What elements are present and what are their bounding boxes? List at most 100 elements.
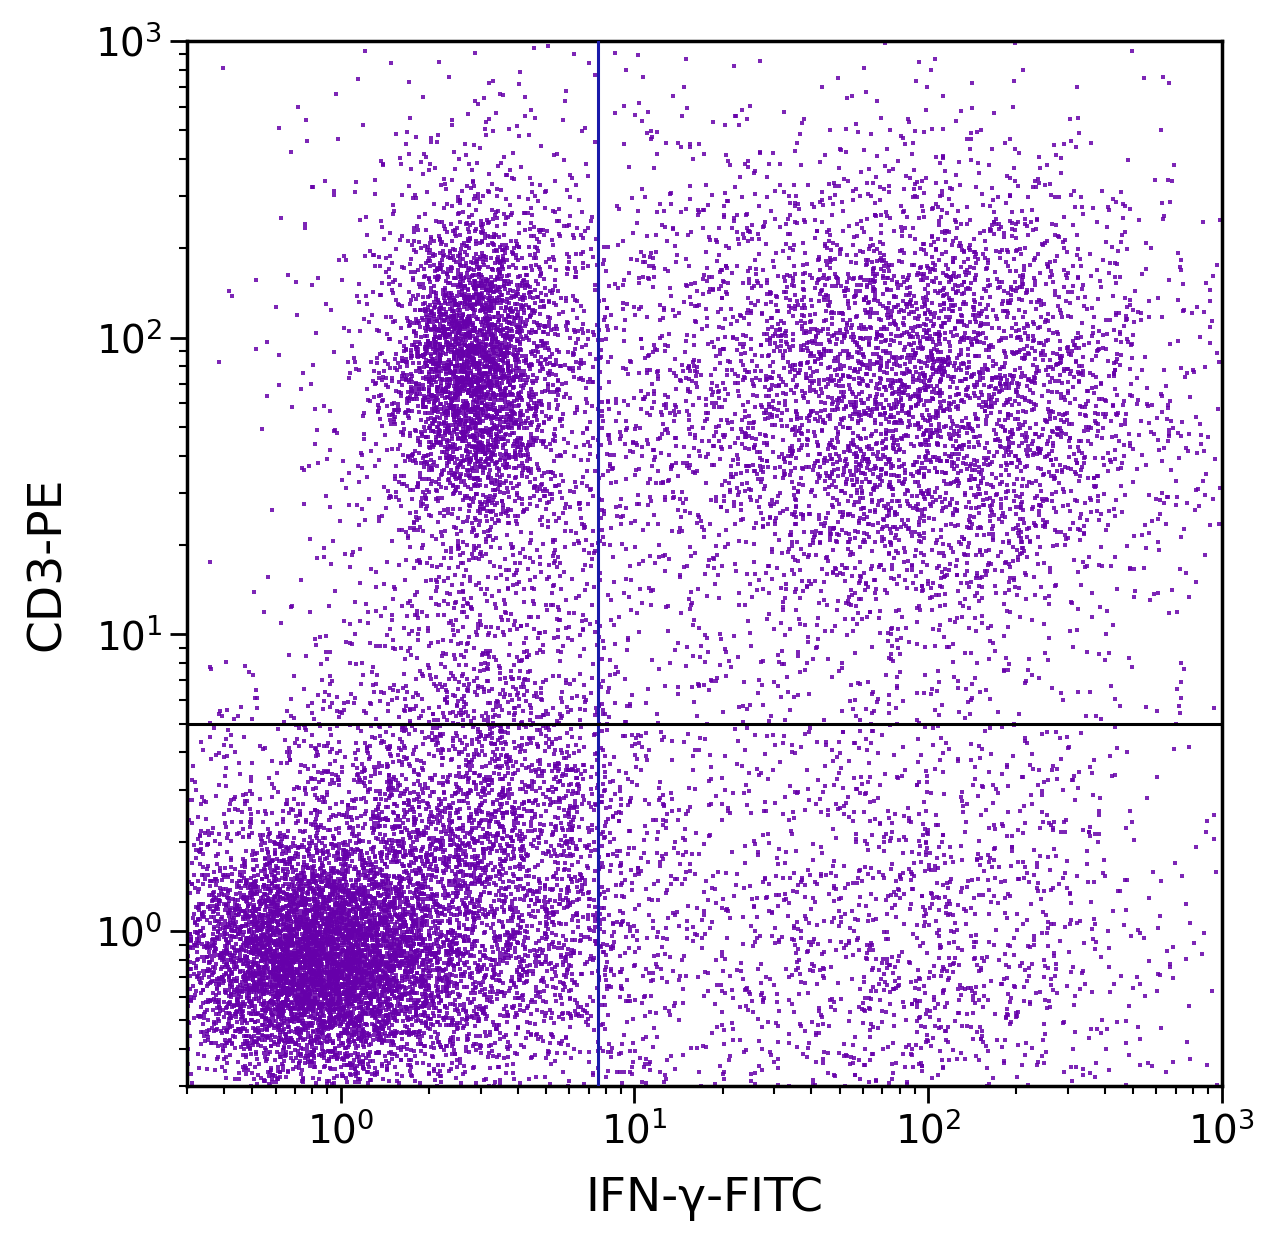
Point [338, 962, 358, 982]
Point [507, 683, 527, 703]
Point [413, 866, 434, 886]
Point [444, 625, 465, 645]
Point [425, 411, 445, 431]
Point [381, 984, 402, 1004]
Point [367, 925, 388, 944]
Point [992, 417, 1012, 437]
Point [428, 886, 448, 906]
Point [833, 222, 854, 242]
Point [966, 409, 987, 429]
Point [298, 1027, 319, 1047]
Point [897, 108, 918, 128]
Point [842, 811, 863, 831]
Point [923, 349, 943, 369]
Point [228, 925, 248, 944]
Point [1185, 407, 1206, 427]
Point [324, 827, 344, 847]
Point [705, 574, 726, 594]
Point [465, 983, 485, 1003]
Point [479, 182, 499, 202]
Point [847, 426, 868, 446]
Point [1108, 303, 1129, 323]
Point [1024, 349, 1044, 369]
Point [292, 821, 312, 841]
Point [1117, 333, 1138, 353]
Point [863, 958, 883, 978]
Point [344, 942, 365, 962]
Point [484, 966, 504, 986]
Point [906, 172, 927, 192]
Point [438, 452, 458, 472]
Point [189, 878, 210, 898]
Point [854, 348, 874, 368]
Point [822, 394, 842, 414]
Point [934, 567, 955, 587]
Point [228, 993, 248, 1013]
Point [698, 963, 718, 983]
Point [189, 972, 210, 992]
Point [351, 963, 371, 983]
Point [325, 1038, 346, 1058]
Point [348, 1044, 369, 1064]
Point [411, 454, 431, 473]
Point [600, 434, 621, 454]
Point [447, 373, 467, 392]
Point [269, 903, 289, 923]
Point [241, 942, 261, 962]
Point [741, 1064, 762, 1084]
Point [374, 891, 394, 911]
Point [655, 545, 676, 564]
Point [972, 1029, 992, 1049]
Point [474, 844, 494, 863]
Point [457, 308, 477, 328]
Point [453, 930, 474, 949]
Point [302, 944, 323, 964]
Point [730, 334, 750, 354]
Point [463, 336, 484, 356]
Point [431, 374, 452, 394]
Point [773, 373, 794, 392]
Point [320, 888, 340, 908]
Point [319, 865, 339, 885]
Point [916, 257, 937, 277]
Point [599, 429, 620, 449]
Point [344, 974, 365, 994]
Point [238, 952, 259, 972]
Point [1004, 571, 1024, 591]
Point [262, 972, 283, 992]
Point [324, 830, 344, 850]
Point [984, 212, 1005, 232]
Point [436, 194, 457, 214]
Point [1089, 801, 1110, 821]
Point [280, 923, 301, 943]
Point [929, 186, 950, 206]
Point [347, 927, 367, 947]
Point [357, 934, 378, 954]
Point [492, 427, 512, 447]
Point [416, 219, 436, 239]
Point [860, 329, 881, 349]
Point [416, 488, 436, 508]
Point [941, 269, 961, 289]
Point [888, 566, 909, 586]
Point [371, 948, 392, 968]
Point [489, 1074, 509, 1094]
Point [389, 936, 410, 956]
Point [210, 969, 230, 989]
Point [984, 202, 1005, 222]
Point [364, 758, 384, 778]
Point [1094, 390, 1115, 410]
Point [1024, 330, 1044, 350]
Point [349, 898, 370, 918]
Point [1001, 319, 1021, 339]
Point [521, 891, 541, 911]
Point [1135, 233, 1156, 253]
Point [321, 907, 342, 927]
Point [997, 429, 1018, 449]
Point [815, 865, 836, 885]
Point [878, 505, 899, 525]
Point [810, 282, 831, 302]
Point [470, 257, 490, 277]
Point [384, 804, 404, 824]
Point [403, 832, 424, 852]
